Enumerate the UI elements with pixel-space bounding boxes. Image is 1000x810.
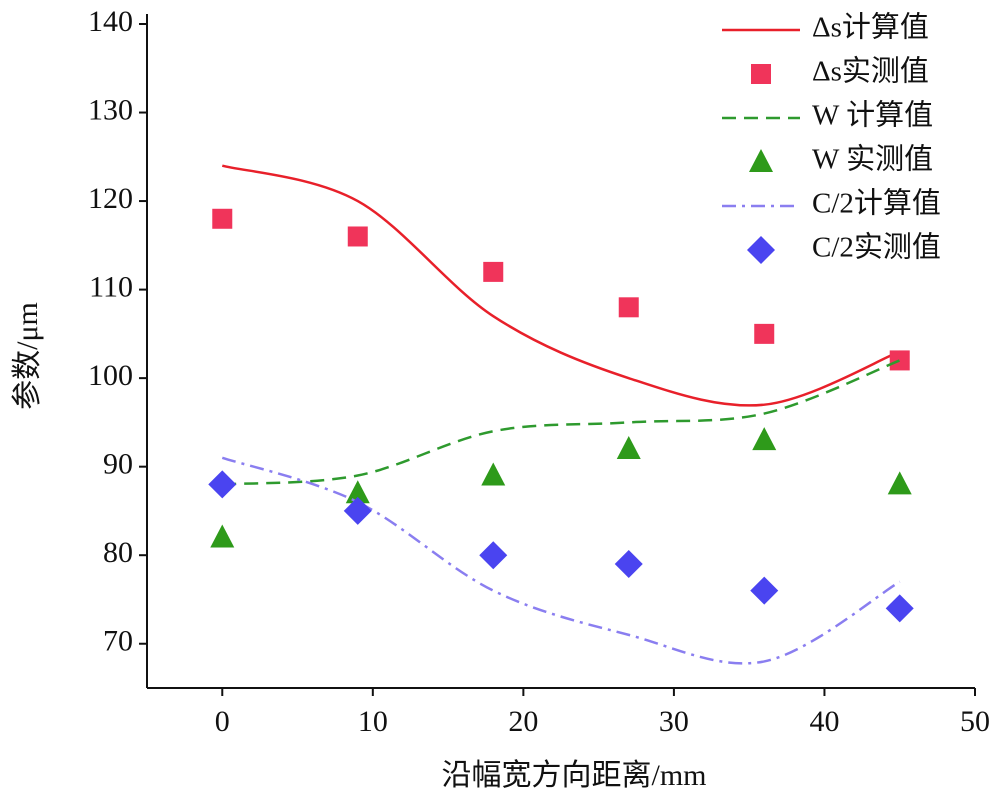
legend-label: W 计算值 xyxy=(812,99,933,132)
series-line xyxy=(221,456,901,665)
legend-label: W 实测值 xyxy=(812,143,933,176)
x-tick-label: 40 xyxy=(809,705,839,738)
y-tick-label: 140 xyxy=(88,5,133,38)
y-axis-label: 参数/μm xyxy=(11,302,44,410)
series-line xyxy=(222,359,901,486)
legend-label: C/2计算值 xyxy=(812,187,941,220)
legend-label: C/2实测值 xyxy=(812,231,941,264)
marker xyxy=(750,576,779,605)
x-tick-label: 50 xyxy=(960,705,990,738)
marker xyxy=(210,524,235,548)
marker xyxy=(752,427,777,451)
marker xyxy=(616,435,641,459)
marker xyxy=(887,471,912,495)
marker xyxy=(618,297,639,318)
marker xyxy=(885,594,914,623)
x-tick-label: 0 xyxy=(215,705,230,738)
y-tick-label: 70 xyxy=(103,625,133,658)
x-axis-label: 沿幅宽方向距离/mm xyxy=(441,759,706,792)
marker xyxy=(479,541,508,570)
marker xyxy=(754,323,775,344)
x-tick-label: 20 xyxy=(508,705,538,738)
legend-marker xyxy=(751,64,771,84)
marker xyxy=(889,350,910,371)
marker xyxy=(614,550,643,579)
y-tick-label: 80 xyxy=(103,536,133,569)
marker xyxy=(483,261,504,282)
legend-label: Δs实测值 xyxy=(812,55,929,88)
x-tick-label: 30 xyxy=(659,705,689,738)
marker xyxy=(212,208,233,229)
series-line xyxy=(221,164,901,407)
marker xyxy=(347,226,368,247)
marker xyxy=(208,470,237,499)
y-tick-label: 120 xyxy=(88,182,133,215)
x-tick-label: 10 xyxy=(358,705,388,738)
legend-marker xyxy=(747,236,775,264)
y-tick-label: 100 xyxy=(88,359,133,392)
marker xyxy=(345,480,370,504)
y-tick-label: 110 xyxy=(89,270,133,303)
marker xyxy=(481,462,506,486)
y-tick-label: 90 xyxy=(103,448,133,481)
legend-label: Δs计算值 xyxy=(812,11,929,44)
y-tick-label: 130 xyxy=(88,93,133,126)
marker xyxy=(343,496,372,525)
legend-marker xyxy=(749,149,773,172)
